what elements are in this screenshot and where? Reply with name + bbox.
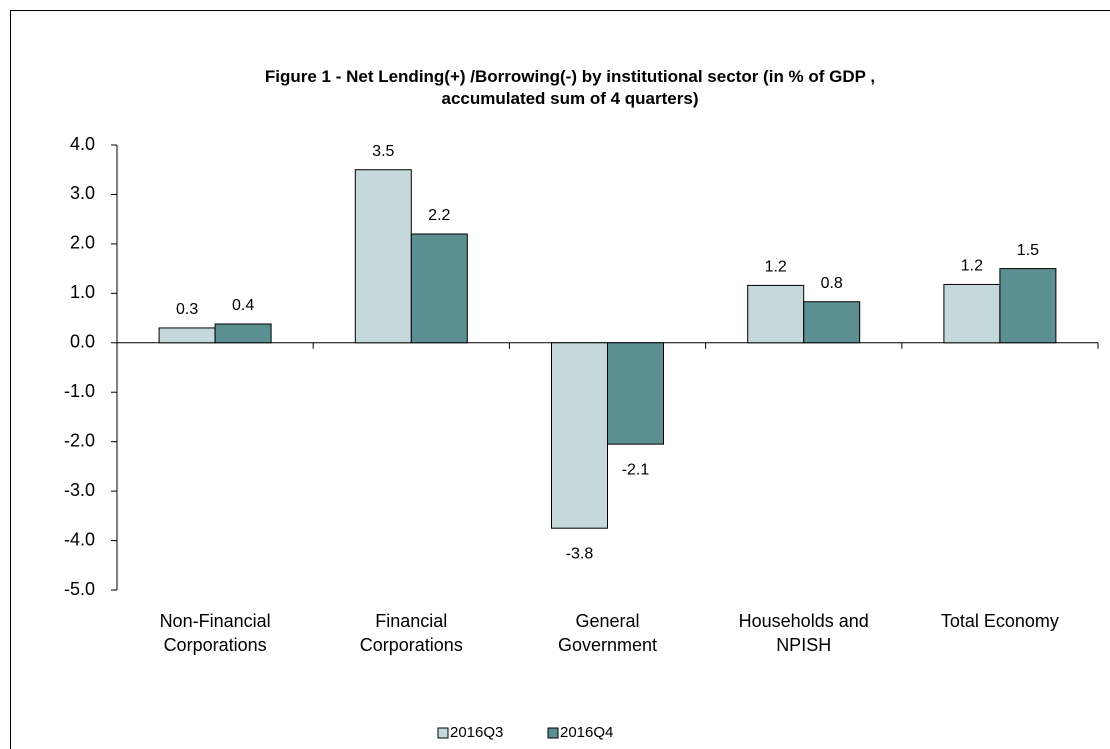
value-label: 0.8 xyxy=(821,275,843,292)
x-tick-label: Households and NPISH xyxy=(739,611,869,655)
y-tick-label: 0.0 xyxy=(70,332,95,352)
y-tick-label: 3.0 xyxy=(70,183,95,203)
y-tick-label: -4.0 xyxy=(64,529,95,549)
value-label: -2.1 xyxy=(622,461,650,478)
value-label: 1.2 xyxy=(765,259,787,276)
bar xyxy=(803,301,861,344)
value-label: 1.5 xyxy=(1017,242,1039,259)
y-tick-label: -1.0 xyxy=(64,381,95,401)
chart-title: Figure 1 - Net Lending(+) /Borrowing(-) … xyxy=(265,67,875,108)
y-tick-label: -3.0 xyxy=(64,480,95,500)
x-tick-label: Total Economy xyxy=(941,611,1059,631)
bar xyxy=(214,323,272,344)
y-tick-label: 2.0 xyxy=(70,233,95,253)
bar xyxy=(410,233,468,344)
bar xyxy=(607,342,664,445)
y-tick-label: 4.0 xyxy=(70,134,95,154)
chart-border xyxy=(10,10,1110,749)
value-label: 3.5 xyxy=(372,143,394,160)
value-label: -3.8 xyxy=(566,545,594,562)
bar xyxy=(551,342,608,529)
bar xyxy=(158,327,216,344)
legend-swatch xyxy=(437,727,449,739)
value-label: 0.3 xyxy=(176,301,198,318)
x-tick-label: General Government xyxy=(558,611,657,655)
bar xyxy=(943,283,1001,344)
x-tick-label: Non-Financial Corporations xyxy=(160,611,271,655)
value-label: 1.2 xyxy=(961,258,983,275)
x-tick-label: Financial Corporations xyxy=(360,611,463,655)
y-tick-label: -5.0 xyxy=(64,579,95,599)
bar xyxy=(354,169,412,344)
value-label: 0.4 xyxy=(232,297,254,314)
bar xyxy=(999,268,1057,344)
legend-label: 2016Q4 xyxy=(560,724,613,741)
legend-swatch xyxy=(547,727,559,739)
y-tick-label: 1.0 xyxy=(70,282,95,302)
y-tick-label: -2.0 xyxy=(64,430,95,450)
legend-label: 2016Q3 xyxy=(450,724,503,741)
value-label: 2.2 xyxy=(428,207,450,224)
bar xyxy=(747,284,805,344)
